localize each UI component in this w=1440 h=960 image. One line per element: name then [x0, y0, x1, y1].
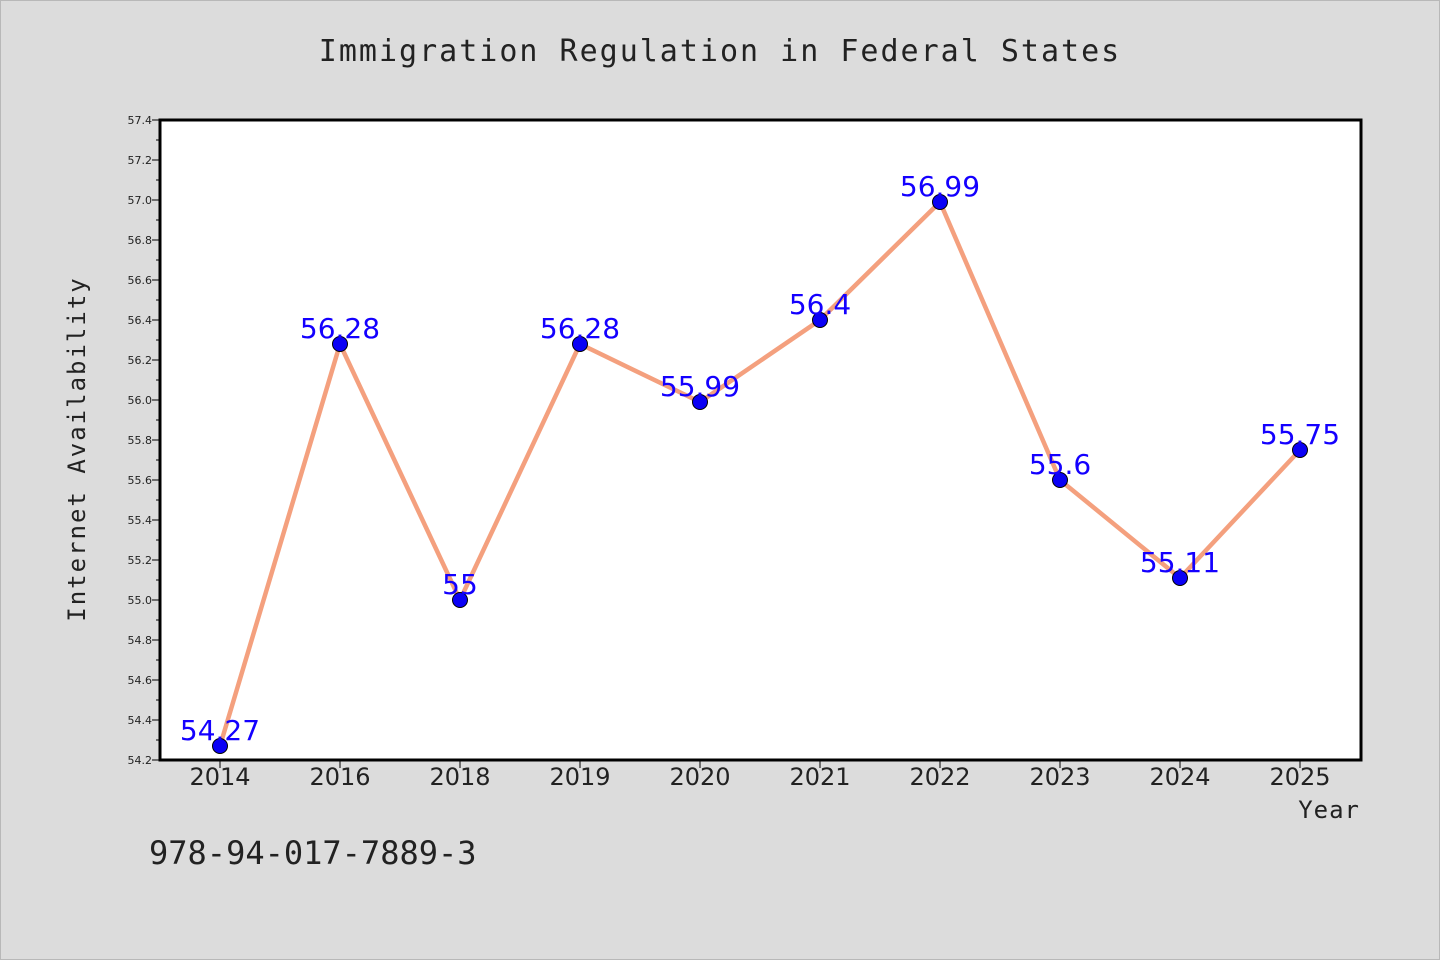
y-tick-label: 55.4 [128, 514, 153, 527]
plot-area [160, 120, 1361, 760]
x-tick-label: 2025 [1269, 763, 1330, 791]
data-labels: 54.27 56.28 55 56.28 55.99 56.4 56.99 55.6 55.11… [180, 170, 1340, 747]
x-tick-label: 2022 [909, 763, 970, 791]
data-point [212, 738, 228, 754]
y-tick-label: 57.2 [128, 154, 153, 167]
x-axis-label: Year [1298, 796, 1360, 824]
y-tick-label: 56.4 [128, 314, 153, 327]
series-line [217, 199, 1303, 749]
x-tick-label: 2023 [1029, 763, 1090, 791]
data-label: 55.11 [1140, 546, 1220, 579]
data-point [812, 312, 828, 328]
y-tick-label: 54.6 [128, 674, 153, 687]
data-point [1292, 442, 1308, 458]
data-point [932, 194, 948, 210]
x-tick-label: 2018 [429, 763, 490, 791]
data-point [692, 394, 708, 410]
y-tick-label: 54.2 [128, 754, 153, 767]
data-label: 54.27 [180, 714, 260, 747]
y-tick-label: 55.2 [128, 554, 153, 567]
series-lines [217, 199, 1303, 749]
y-tick-label: 57.0 [128, 194, 153, 207]
data-label: 56.99 [900, 170, 980, 203]
y-tick-label: 56.2 [128, 354, 153, 367]
data-point [1052, 472, 1068, 488]
isbn-text: 978-94-017-7889-3 [149, 834, 477, 872]
data-label: 55.99 [660, 370, 740, 403]
x-tick-label: 2021 [789, 763, 850, 791]
data-point [1172, 570, 1188, 586]
plot-border [158, 118, 1363, 762]
data-label: 55 [442, 568, 478, 601]
y-tick-label: 55.0 [128, 594, 153, 607]
y-tick-label: 56.0 [128, 394, 153, 407]
y-axis-ticks: 54.2 54.4 54.6 54.8 55.0 55.2 55.4 55.6 55.8 56.0… [128, 114, 160, 767]
y-tick-label: 57.4 [128, 114, 153, 127]
data-label: 56.28 [540, 312, 620, 345]
y-tick-label: 55.6 [128, 474, 153, 487]
x-tick-label: 2024 [1149, 763, 1210, 791]
data-label: 55.75 [1260, 418, 1340, 451]
y-tick-label: 55.8 [128, 434, 153, 447]
y-tick-label: 54.4 [128, 714, 153, 727]
x-axis-ticks: 2014 2016 2018 2019 2020 2021 2022 2023 2024 2025 [189, 760, 1331, 791]
data-label: 55.6 [1029, 448, 1091, 481]
series-points [212, 194, 1308, 754]
data-point [332, 336, 348, 352]
data-label: 56.28 [300, 312, 380, 345]
x-tick-label: 2016 [309, 763, 370, 791]
x-tick-label: 2020 [669, 763, 730, 791]
data-point [452, 592, 468, 608]
x-tick-label: 2019 [549, 763, 610, 791]
data-label: 56.4 [789, 288, 851, 321]
data-point [572, 336, 588, 352]
x-tick-label: 2014 [189, 763, 250, 791]
y-tick-label: 54.8 [128, 634, 153, 647]
y-tick-label: 56.6 [128, 274, 153, 287]
y-tick-label: 56.8 [128, 234, 153, 247]
chart-title: Immigration Regulation in Federal States [318, 34, 1122, 69]
